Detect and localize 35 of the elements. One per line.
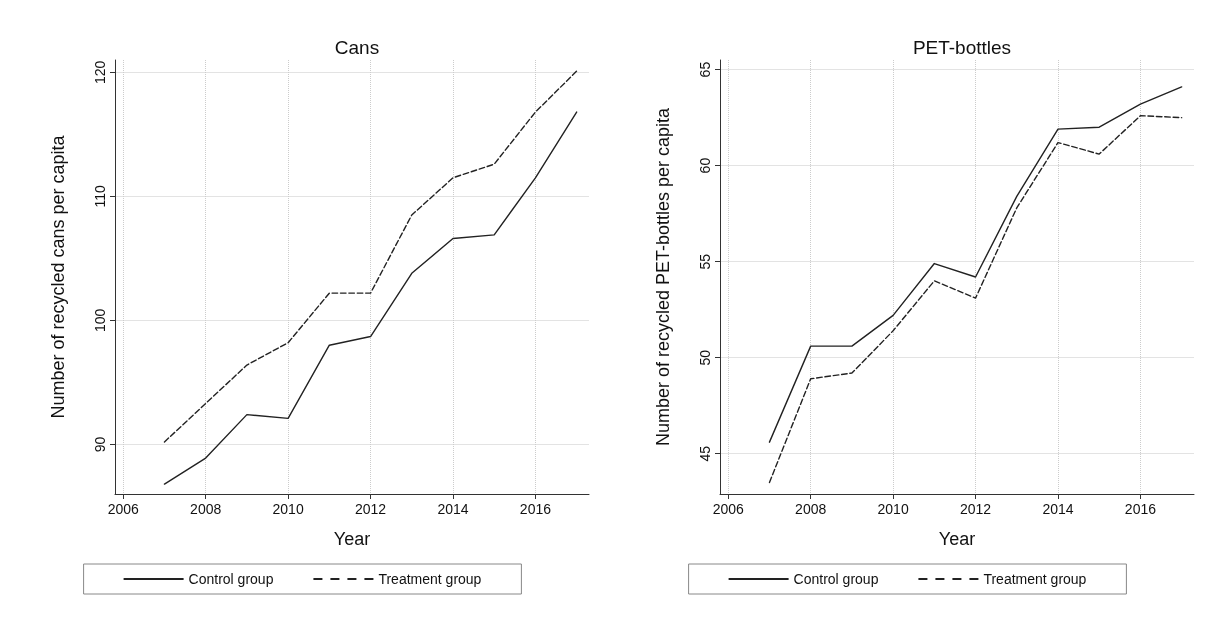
legend-label: Treatment group [378, 571, 482, 587]
x-tick-label: 2016 [519, 501, 552, 517]
chart-title: Cans [334, 37, 380, 58]
x-tick-label: 2016 [1124, 501, 1157, 517]
y-tick-label: 65 [697, 61, 713, 78]
line-series [768, 86, 1183, 443]
chart-title: PET-bottles [912, 37, 1012, 58]
x-tick-label: 2006 [107, 501, 140, 517]
y-tick-label: 110 [92, 185, 108, 208]
legend-label: Control group [793, 571, 879, 587]
y-axis-title: Number of recycled PET-bottles per capita [653, 106, 673, 447]
y-tick-label: 60 [697, 157, 713, 174]
x-tick-label: 2008 [795, 501, 827, 517]
x-tick-label: 2012 [354, 501, 387, 517]
y-axis-title: Number of recycled cans per capita [48, 134, 68, 419]
x-tick-label: 2008 [190, 501, 222, 517]
y-tick-label: 45 [697, 445, 713, 462]
legend-label: Control group [188, 571, 274, 587]
x-tick-label: 2010 [272, 501, 304, 517]
legend-label: Treatment group [983, 571, 1087, 587]
x-tick-label: 2006 [712, 501, 745, 517]
x-tick-label: 2014 [437, 501, 469, 517]
x-tick-label: 2014 [1042, 501, 1074, 517]
line-series [163, 111, 578, 485]
line-series [768, 114, 1183, 484]
y-tick-label: 55 [697, 253, 713, 270]
x-axis-title: Year [938, 529, 976, 549]
x-tick-label: 2010 [877, 501, 909, 517]
y-tick-label: 120 [92, 60, 108, 85]
x-tick-label: 2012 [959, 501, 992, 517]
x-axis-title: Year [333, 529, 371, 549]
y-tick-label: 50 [697, 349, 713, 366]
y-tick-label: 90 [92, 436, 108, 453]
y-tick-label: 100 [92, 308, 108, 333]
line-series [163, 70, 578, 443]
